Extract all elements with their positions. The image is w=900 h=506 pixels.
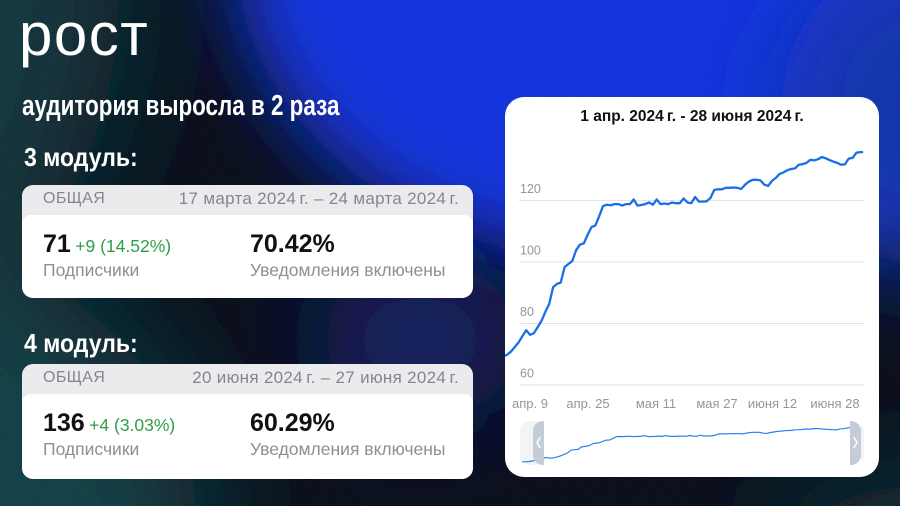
svg-text:100: 100 — [520, 244, 541, 258]
svg-text:июня 28: июня 28 — [810, 396, 859, 411]
svg-text:мая 27: мая 27 — [696, 396, 737, 411]
svg-text:апр. 25: апр. 25 — [566, 396, 609, 411]
svg-text:120: 120 — [520, 182, 541, 196]
svg-text:мая 11: мая 11 — [636, 396, 676, 411]
svg-text:80: 80 — [520, 305, 534, 319]
svg-text:60: 60 — [520, 367, 534, 381]
svg-text:апр. 9: апр. 9 — [512, 396, 548, 411]
svg-text:июня 12: июня 12 — [748, 396, 797, 411]
